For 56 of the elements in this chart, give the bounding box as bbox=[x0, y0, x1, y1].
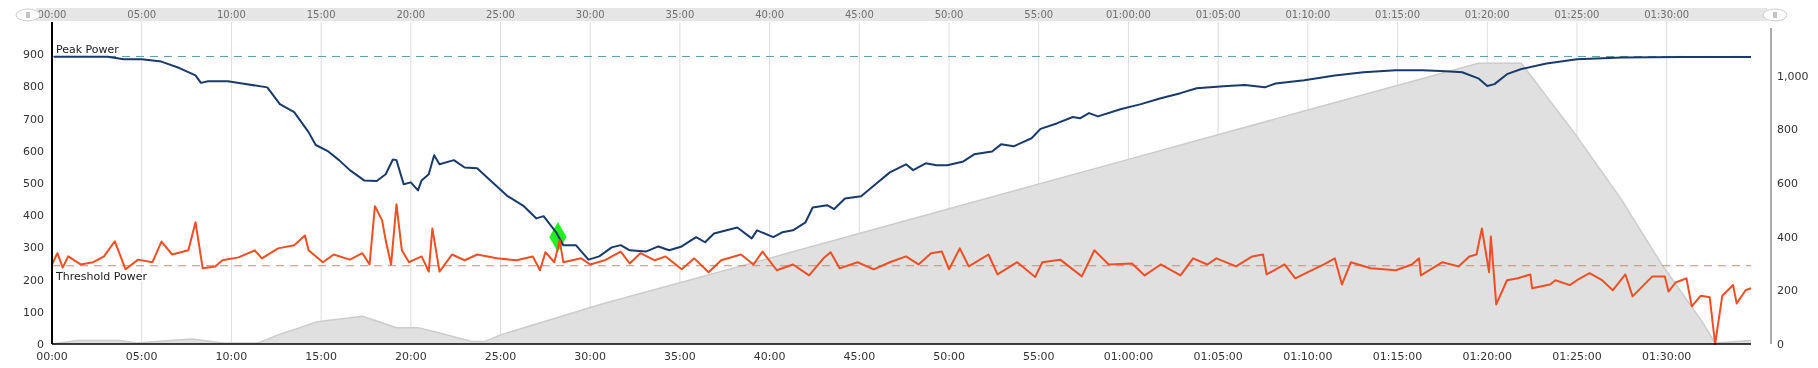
y-tick-label: 500 bbox=[23, 177, 44, 190]
x-tick-label: 10:00 bbox=[216, 9, 246, 20]
x2-tick-label: 45:00 bbox=[843, 350, 876, 363]
y-tick-label: 900 bbox=[23, 48, 44, 62]
y2-tick-label: 200 bbox=[1777, 284, 1798, 298]
x-tick-label: 45:00 bbox=[844, 9, 874, 20]
y-tick-label: 600 bbox=[23, 144, 44, 158]
x2-tick-label: 01:05:00 bbox=[1193, 350, 1243, 363]
y2-tick-label: 0 bbox=[1777, 338, 1784, 351]
x-tick-label: 01:00:00 bbox=[1105, 9, 1151, 20]
x2-tick-label: 15:00 bbox=[305, 350, 337, 363]
x2-tick-label: 01:20:00 bbox=[1462, 350, 1512, 363]
ref-line-label: Threshold Power bbox=[55, 269, 148, 283]
x-tick-label: 01:20:00 bbox=[1464, 9, 1510, 20]
x-tick-label: 30:00 bbox=[575, 9, 605, 20]
y-tick-label: 300 bbox=[23, 241, 44, 255]
x2-tick-label: 01:10:00 bbox=[1283, 350, 1333, 363]
y-tick-label: 200 bbox=[23, 273, 44, 287]
y2-tick-label: 1,000 bbox=[1777, 69, 1809, 83]
x2-tick-label: 05:00 bbox=[125, 350, 158, 363]
x-tick-label: 35:00 bbox=[665, 9, 695, 20]
x-tick-label: 01:15:00 bbox=[1375, 9, 1421, 20]
x2-tick-label: 35:00 bbox=[664, 350, 696, 363]
x2-tick-label: 50:00 bbox=[933, 350, 965, 363]
x-tick-label: 01:30:00 bbox=[1644, 9, 1690, 20]
x-tick-label: 40:00 bbox=[755, 9, 785, 20]
y-tick-label: 400 bbox=[23, 209, 44, 223]
x2-tick-label: 01:00:00 bbox=[1103, 350, 1154, 363]
x2-tick-label: 10:00 bbox=[215, 350, 248, 363]
y-tick-label: 700 bbox=[23, 112, 44, 126]
y-tick-label: 800 bbox=[23, 80, 44, 94]
x-tick-label: 01:05:00 bbox=[1195, 9, 1241, 20]
y-tick-label: 0 bbox=[37, 338, 44, 351]
x2-tick-label: 30:00 bbox=[574, 350, 607, 363]
x2-tick-label: 40:00 bbox=[753, 350, 786, 363]
x-tick-label: 01:25:00 bbox=[1554, 9, 1600, 20]
x-tick-label: 01:10:00 bbox=[1285, 9, 1331, 20]
x-tick-label: 25:00 bbox=[486, 9, 515, 20]
x2-tick-label: 00:00 bbox=[36, 350, 68, 363]
y2-tick-label: 400 bbox=[1777, 230, 1798, 244]
x2-tick-label: 25:00 bbox=[484, 350, 517, 363]
ref-line-label: Peak Power bbox=[56, 43, 120, 57]
x-tick-label: 20:00 bbox=[396, 9, 426, 20]
x2-tick-label: 01:25:00 bbox=[1552, 350, 1602, 363]
x2-tick-label: 55:00 bbox=[1022, 350, 1055, 363]
x2-tick-label: 01:15:00 bbox=[1372, 350, 1423, 363]
x2-tick-label: 01:30:00 bbox=[1641, 350, 1692, 363]
x-tick-label: 15:00 bbox=[306, 9, 336, 20]
y-tick-label: 100 bbox=[23, 305, 44, 319]
y2-tick-label: 600 bbox=[1777, 177, 1798, 190]
x-tick-label: 50:00 bbox=[934, 9, 964, 20]
x-tick-label: 55:00 bbox=[1024, 9, 1054, 20]
y2-tick-label: 800 bbox=[1777, 123, 1798, 137]
line-series bbox=[52, 55, 1752, 261]
x2-tick-label: 20:00 bbox=[394, 350, 427, 363]
x-tick-label: 05:00 bbox=[127, 9, 157, 20]
